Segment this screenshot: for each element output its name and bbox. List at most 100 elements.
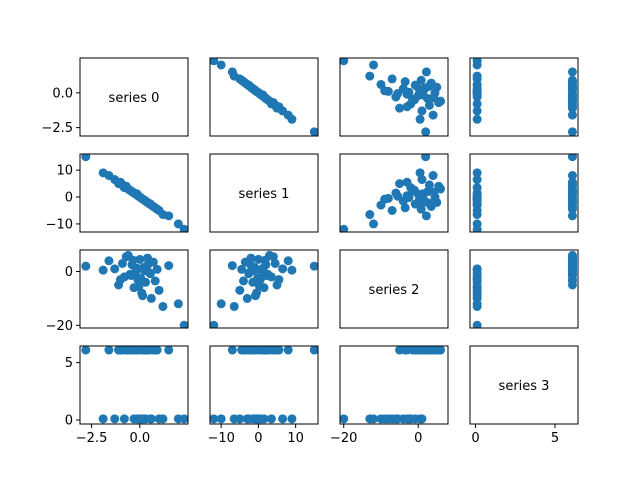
data-point [309, 261, 318, 271]
data-point [255, 281, 265, 291]
data-point [132, 263, 142, 273]
data-point [255, 89, 265, 99]
data-point [247, 346, 257, 355]
data-point [402, 346, 412, 355]
data-point [121, 252, 131, 262]
data-point [340, 414, 349, 424]
data-point [402, 102, 412, 112]
data-point [227, 346, 237, 355]
panel-grid: series 0 0.0 −2.5 10 0 −10 series 1 0 −20 series … [41, 57, 579, 446]
data-point [415, 114, 425, 124]
panel-r3-c3: series 3 0 5 [469, 345, 579, 446]
data-point [567, 110, 577, 120]
data-point [429, 93, 439, 103]
data-point [567, 67, 577, 77]
scatter-points-r1-c2 [340, 154, 446, 232]
data-point [369, 60, 379, 70]
data-point [253, 254, 263, 264]
data-point [150, 276, 160, 286]
data-point [134, 191, 144, 201]
x-tick-label: 0 [414, 431, 422, 446]
data-point [173, 219, 183, 229]
data-point [210, 320, 219, 328]
x-tick-label: −20 [330, 431, 357, 446]
data-point [472, 191, 482, 201]
data-point [179, 414, 188, 424]
data-point [567, 211, 577, 221]
data-point [404, 193, 414, 203]
scatter-points-r2-c1 [210, 250, 318, 328]
data-point [340, 58, 349, 66]
panel-frame [209, 57, 319, 137]
data-point [410, 414, 420, 424]
data-point [152, 264, 162, 274]
panel-frame [339, 345, 449, 425]
data-point [278, 414, 288, 424]
data-point [420, 83, 430, 93]
data-point [287, 414, 297, 424]
scatter-points-r3-c0 [81, 346, 188, 424]
panel-frame [339, 153, 449, 233]
data-point [428, 110, 438, 120]
data-point [472, 168, 482, 178]
data-point [164, 346, 174, 355]
panel-r2-c3 [469, 249, 579, 329]
panel-r1-c2 [339, 153, 449, 233]
data-point [258, 263, 268, 273]
data-point [278, 264, 288, 274]
data-point [567, 154, 577, 162]
data-point [416, 75, 426, 85]
data-point [81, 346, 91, 355]
panel-frame [469, 153, 579, 233]
data-point [179, 320, 188, 328]
data-point [244, 414, 254, 424]
data-point [365, 210, 375, 220]
data-point [472, 114, 482, 124]
data-point [472, 210, 482, 220]
data-point [237, 346, 247, 355]
data-point [116, 275, 125, 285]
panel-frame [469, 57, 579, 137]
data-point [239, 276, 249, 286]
data-point [567, 83, 577, 93]
data-point [400, 77, 410, 87]
panel-r0-c3 [469, 57, 579, 137]
data-point [369, 414, 379, 424]
data-point [472, 299, 482, 309]
data-point [110, 414, 120, 424]
data-point [266, 414, 276, 424]
data-point [274, 346, 284, 355]
data-point [400, 203, 410, 213]
y-tick-label: 5 [65, 356, 73, 371]
data-point [567, 102, 577, 112]
panel-r0-c2 [339, 57, 449, 137]
data-point [154, 285, 164, 295]
panel-frame [79, 345, 189, 425]
scatter-points-r1-c3 [472, 154, 577, 232]
data-point [98, 414, 108, 424]
data-point [136, 273, 146, 283]
data-point [429, 346, 439, 355]
data-point [229, 414, 239, 424]
panel-frame [209, 345, 319, 425]
data-point [472, 89, 482, 99]
panel-r2-c1 [209, 249, 319, 329]
data-point [227, 261, 237, 271]
data-point [110, 264, 120, 274]
data-point [216, 299, 226, 309]
data-point [387, 205, 397, 215]
data-point [134, 414, 144, 424]
data-point [420, 346, 430, 355]
data-point [227, 67, 237, 77]
data-point [472, 320, 482, 328]
data-point [145, 414, 155, 424]
data-point [309, 127, 318, 136]
data-point [81, 154, 91, 162]
data-point [472, 291, 482, 301]
data-point [417, 414, 427, 424]
data-point [98, 265, 108, 275]
panel-frame [209, 153, 319, 233]
data-point [142, 197, 152, 207]
data-point [260, 346, 270, 355]
data-point [472, 80, 482, 90]
